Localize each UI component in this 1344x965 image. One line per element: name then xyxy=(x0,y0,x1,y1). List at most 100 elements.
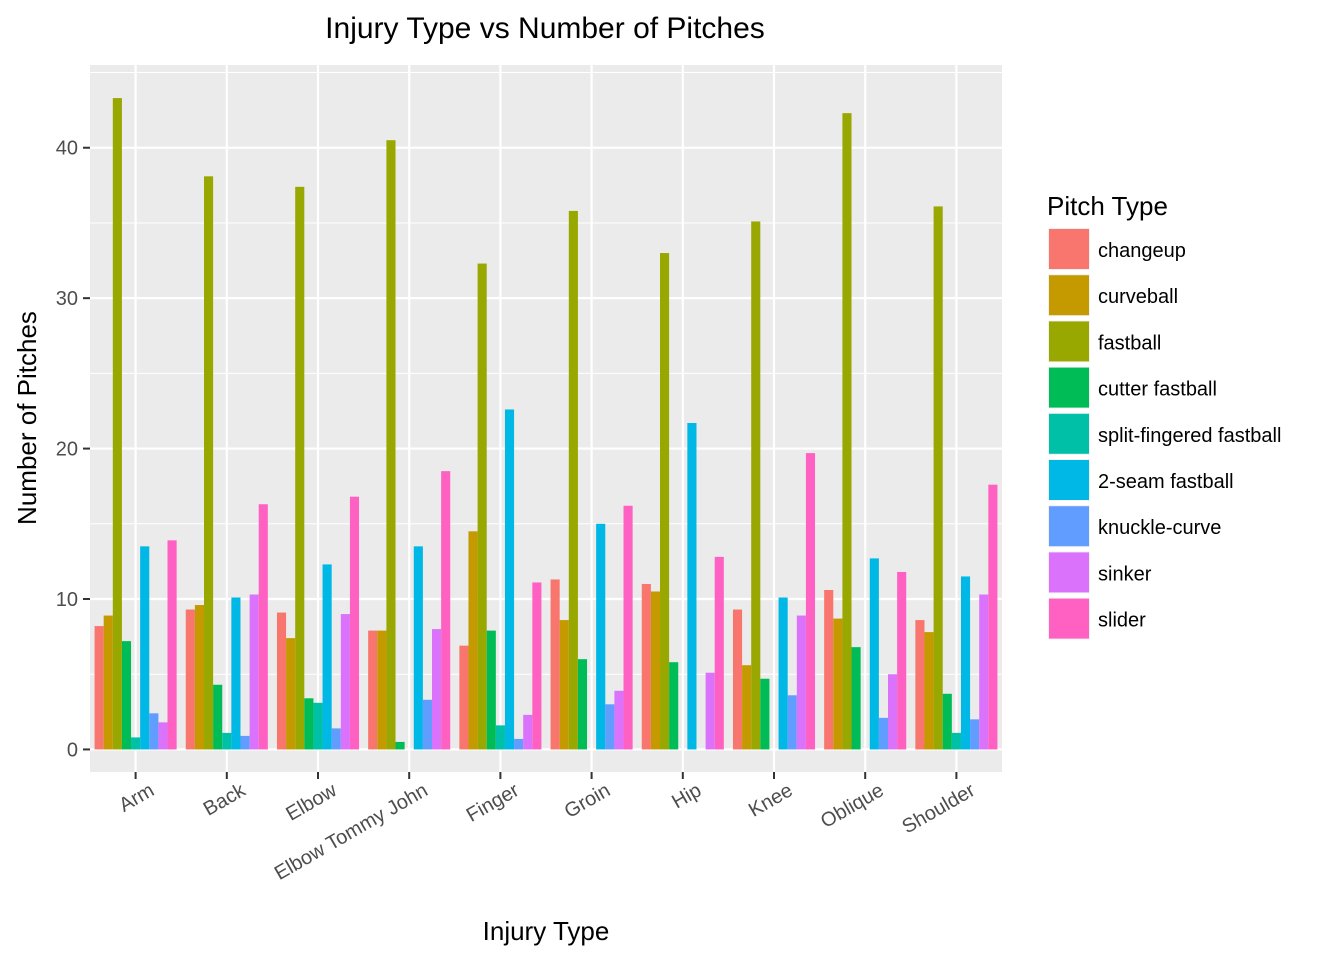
y-tick-label: 0 xyxy=(67,739,78,761)
bar-2-seam-fastball-knee xyxy=(778,597,788,750)
x-tick-label: Oblique xyxy=(817,779,888,833)
bar-curveball-back xyxy=(194,605,204,750)
bar-knuckle-curve-back xyxy=(240,735,250,750)
bar-slider-back xyxy=(258,504,268,750)
bar-changeup-elbow-tommy-john xyxy=(368,630,378,750)
x-tick-label: Elbow xyxy=(282,779,341,826)
y-tick-label: 40 xyxy=(56,138,78,160)
bar-fastball-groin xyxy=(568,210,578,750)
x-tick-label: Shoulder xyxy=(899,779,980,838)
bar-2-seam-fastball-elbow xyxy=(322,564,332,750)
legend-swatch xyxy=(1049,229,1089,269)
legend-swatch xyxy=(1049,598,1089,639)
bar-cutter-fastball-arm xyxy=(121,641,132,750)
bar-sinker-shoulder xyxy=(979,594,989,750)
bar-fastball-oblique xyxy=(842,113,852,750)
legend-label: 2-seam fastball xyxy=(1098,471,1234,493)
bar-knuckle-curve-finger xyxy=(514,738,524,750)
x-tick-label: Elbow Tommy John xyxy=(271,779,432,885)
bar-changeup-back xyxy=(185,609,195,750)
bar-2-seam-fastball-hip xyxy=(687,423,697,750)
bar-cutter-fastball-elbow-tommy-john xyxy=(395,741,405,750)
bar-2-seam-fastball-elbow-tommy-john xyxy=(413,546,423,750)
bar-2-seam-fastball-shoulder xyxy=(960,576,971,750)
bar-changeup-oblique xyxy=(824,589,834,750)
bar-curveball-elbow-tommy-john xyxy=(377,630,387,750)
bar-fastball-finger xyxy=(477,263,487,750)
bar-slider-finger xyxy=(532,582,542,750)
bar-knuckle-curve-oblique xyxy=(878,717,888,750)
legend-label: changeup xyxy=(1098,240,1186,262)
bar-curveball-oblique xyxy=(833,618,843,750)
bar-slider-knee xyxy=(805,453,816,750)
legend-label: slider xyxy=(1098,610,1146,632)
chart-title: Injury Type vs Number of Pitches xyxy=(325,12,765,45)
legend-swatch xyxy=(1049,275,1089,316)
bar-2-seam-fastball-back xyxy=(231,597,241,750)
legend-swatch xyxy=(1049,552,1089,593)
bar-knuckle-curve-elbow xyxy=(331,728,341,750)
legend-title: Pitch Type xyxy=(1047,191,1168,221)
bar-sinker-finger xyxy=(523,714,533,750)
bar-changeup-elbow xyxy=(276,612,287,750)
legend-label: curveball xyxy=(1098,286,1178,308)
bar-slider-elbow xyxy=(349,496,360,750)
bar-split-fingered-fastball-arm xyxy=(131,737,141,750)
bar-cutter-fastball-shoulder xyxy=(942,693,952,750)
bar-2-seam-fastball-finger xyxy=(504,409,515,750)
bar-slider-shoulder xyxy=(988,484,998,750)
legend-swatch xyxy=(1049,506,1089,547)
bar-2-seam-fastball-oblique xyxy=(869,558,879,750)
bar-cutter-fastball-hip xyxy=(669,662,679,750)
bar-fastball-elbow xyxy=(295,186,305,750)
bar-slider-groin xyxy=(623,505,633,750)
x-tick-label: Arm xyxy=(115,779,158,816)
bar-sinker-elbow xyxy=(340,614,350,750)
bar-curveball-arm xyxy=(103,615,113,750)
bar-split-fingered-fastball-back xyxy=(222,732,232,750)
legend-label: split-fingered fastball xyxy=(1098,425,1281,447)
bar-knuckle-curve-groin xyxy=(605,704,615,750)
bar-split-fingered-fastball-shoulder xyxy=(951,732,961,750)
bar-changeup-arm xyxy=(94,626,104,750)
bar-curveball-elbow xyxy=(286,638,296,750)
bar-curveball-hip xyxy=(650,591,660,750)
bar-curveball-finger xyxy=(468,531,478,750)
bar-fastball-elbow-tommy-john xyxy=(386,140,396,750)
bar-cutter-fastball-groin xyxy=(577,659,588,750)
x-tick-label: Knee xyxy=(745,779,796,821)
bar-knuckle-curve-elbow-tommy-john xyxy=(422,699,432,750)
y-tick-label: 10 xyxy=(56,589,78,611)
bar-slider-elbow-tommy-john xyxy=(441,471,451,750)
bar-curveball-knee xyxy=(742,665,752,750)
bar-fastball-back xyxy=(204,176,214,750)
legend-swatch xyxy=(1049,413,1089,454)
bars xyxy=(94,98,998,750)
bar-slider-arm xyxy=(167,540,177,750)
bar-cutter-fastball-oblique xyxy=(851,647,861,750)
bar-changeup-hip xyxy=(641,583,651,750)
bar-sinker-hip xyxy=(705,672,715,750)
x-tick-label: Hip xyxy=(668,779,705,813)
bar-sinker-groin xyxy=(614,690,624,750)
x-tick-label: Groin xyxy=(561,779,614,823)
bar-sinker-back xyxy=(249,594,259,750)
bar-cutter-fastball-finger xyxy=(486,630,496,750)
x-tick-label: Back xyxy=(200,779,250,821)
legend-swatch xyxy=(1049,367,1089,408)
bar-cutter-fastball-knee xyxy=(760,678,770,750)
bar-slider-hip xyxy=(714,556,724,750)
x-axis-label: Injury Type xyxy=(483,916,610,946)
bar-fastball-hip xyxy=(660,253,670,750)
bar-slider-oblique xyxy=(897,571,907,750)
bar-fastball-shoulder xyxy=(933,206,943,750)
bar-changeup-finger xyxy=(459,645,469,750)
bar-cutter-fastball-elbow xyxy=(304,698,314,750)
bar-sinker-oblique xyxy=(888,674,898,750)
bar-fastball-knee xyxy=(751,221,761,750)
legend-label: fastball xyxy=(1098,332,1161,354)
y-tick-label: 30 xyxy=(56,288,78,310)
